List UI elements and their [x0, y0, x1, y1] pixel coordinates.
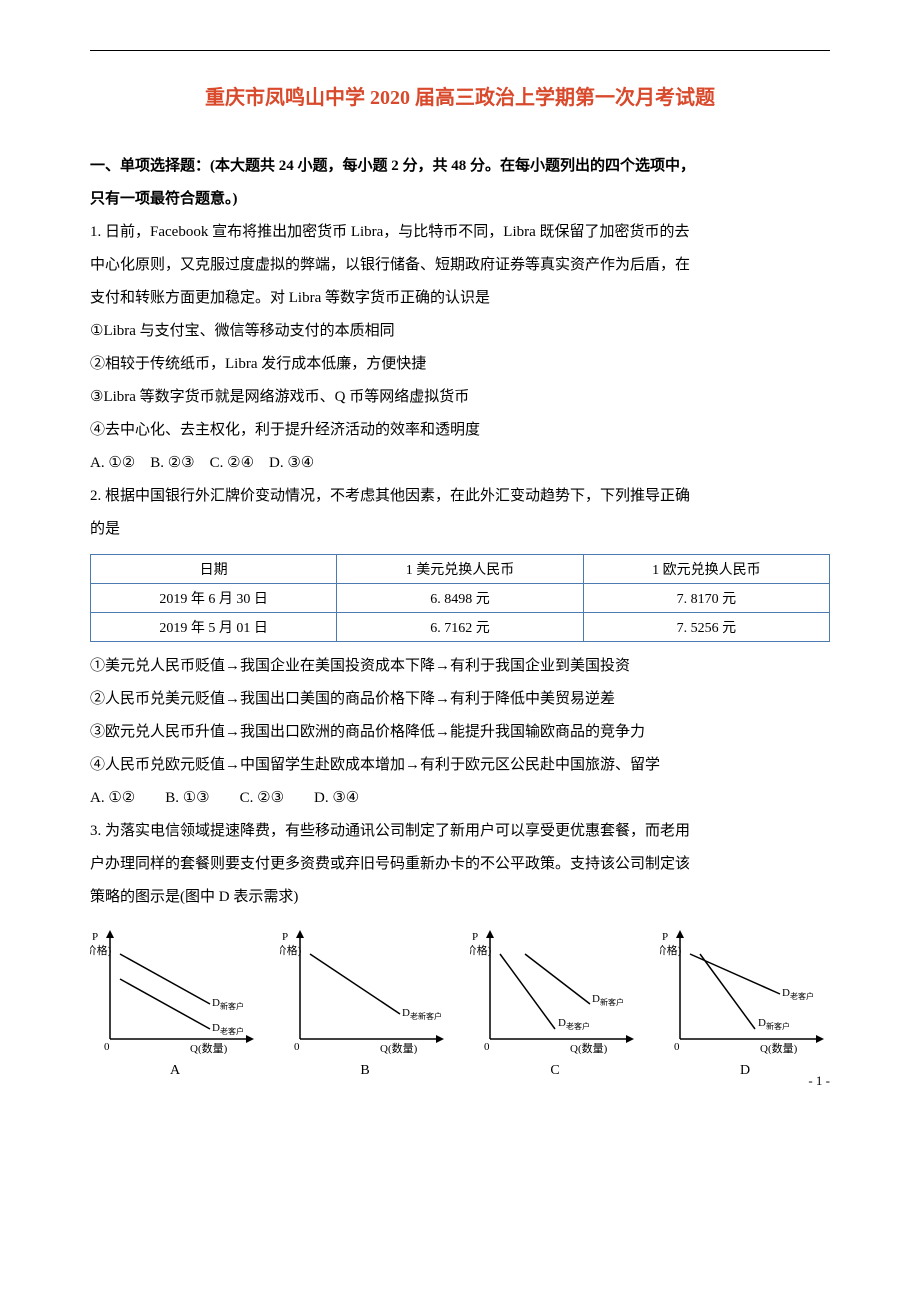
page-number: - 1 -	[808, 1073, 830, 1089]
svg-text:D: D	[212, 1022, 220, 1034]
q3-stem-line2: 户办理同样的套餐则要支付更多资费或弃旧号码重新办卡的不公平政策。支持该公司制定该	[90, 848, 830, 881]
chart-a: P (价格) 0 Q(数量) D 新客户 D 老客户 A	[90, 924, 260, 1079]
table-cell: 2019 年 5 月 01 日	[91, 613, 337, 642]
svg-text:(价格): (价格)	[280, 943, 302, 957]
table-row: 2019 年 5 月 01 日 6. 7162 元 7. 5256 元	[91, 613, 830, 642]
svg-text:P: P	[472, 931, 478, 943]
table-cell: 2019 年 6 月 30 日	[91, 584, 337, 613]
table-cell: 7. 5256 元	[583, 613, 829, 642]
svg-text:D: D	[782, 987, 790, 999]
q1-choices: A. ①② B. ②③ C. ②④ D. ③④	[90, 447, 830, 480]
q2-stem-line1: 2. 根据中国银行外汇牌价变动情况，不考虑其他因素，在此外汇变动趋势下，下列推导…	[90, 480, 830, 513]
svg-text:P: P	[92, 931, 98, 943]
svg-text:新客户: 新客户	[600, 997, 624, 1007]
table-cell: 6. 8498 元	[337, 584, 583, 613]
q3-stem-line1: 3. 为落实电信领域提速降费，有些移动通讯公司制定了新用户可以享受更优惠套餐，而…	[90, 815, 830, 848]
table-header-eur: 1 欧元兑换人民币	[583, 555, 829, 584]
svg-text:D: D	[558, 1017, 566, 1029]
chart-b: P (价格) 0 Q(数量) D 老新客户 B	[280, 924, 450, 1079]
q3-stem-line3: 策略的图示是(图中 D 表示需求)	[90, 881, 830, 914]
charts-row: P (价格) 0 Q(数量) D 新客户 D 老客户 A P (价格) 0 Q(…	[90, 924, 830, 1079]
chart-b-svg: P (价格) 0 Q(数量) D 老新客户	[280, 924, 450, 1054]
chart-a-svg: P (价格) 0 Q(数量) D 新客户 D 老客户	[90, 924, 260, 1054]
q1-option-3: ③Libra 等数字货币就是网络游戏币、Q 币等网络虚拟货币	[90, 381, 830, 414]
q2-option-3: ③欧元兑人民币升值→我国出口欧洲的商品价格降低→能提升我国输欧商品的竞争力	[90, 716, 830, 749]
svg-text:0: 0	[104, 1041, 110, 1053]
table-cell: 7. 8170 元	[583, 584, 829, 613]
top-divider	[90, 50, 830, 51]
svg-text:新客户: 新客户	[220, 1001, 244, 1011]
table-cell: 6. 7162 元	[337, 613, 583, 642]
svg-text:0: 0	[484, 1041, 490, 1053]
q1-option-4: ④去中心化、去主权化，利于提升经济活动的效率和透明度	[90, 414, 830, 447]
chart-d-caption: D	[660, 1063, 830, 1079]
svg-text:老客户: 老客户	[790, 991, 814, 1001]
table-header-date: 日期	[91, 555, 337, 584]
svg-text:老客户: 老客户	[566, 1021, 590, 1031]
q2-option-4: ④人民币兑欧元贬值→中国留学生赴欧成本增加→有利于欧元区公民赴中国旅游、留学	[90, 749, 830, 782]
chart-a-caption: A	[90, 1063, 260, 1079]
chart-c-svg: P (价格) 0 Q(数量) D 新客户 D 老客户	[470, 924, 640, 1054]
svg-text:(价格): (价格)	[660, 943, 682, 957]
table-header-usd: 1 美元兑换人民币	[337, 555, 583, 584]
table-header-row: 日期 1 美元兑换人民币 1 欧元兑换人民币	[91, 555, 830, 584]
svg-text:Q(数量): Q(数量)	[380, 1042, 418, 1054]
q2-option-2: ②人民币兑美元贬值→我国出口美国的商品价格下降→有利于降低中美贸易逆差	[90, 683, 830, 716]
svg-text:Q(数量): Q(数量)	[570, 1042, 608, 1054]
chart-c-caption: C	[470, 1063, 640, 1079]
exchange-rate-table: 日期 1 美元兑换人民币 1 欧元兑换人民币 2019 年 6 月 30 日 6…	[90, 554, 830, 642]
svg-text:新客户: 新客户	[766, 1021, 790, 1031]
svg-text:D: D	[592, 993, 600, 1005]
chart-b-caption: B	[280, 1063, 450, 1079]
q1-stem-line2: 中心化原则，又克服过度虚拟的弊端，以银行储备、短期政府证券等真实资产作为后盾，在	[90, 249, 830, 282]
q1-stem-line3: 支付和转账方面更加稳定。对 Libra 等数字货币正确的认识是	[90, 282, 830, 315]
svg-text:P: P	[282, 931, 288, 943]
svg-text:0: 0	[674, 1041, 680, 1053]
svg-text:D: D	[758, 1017, 766, 1029]
svg-text:D: D	[212, 997, 220, 1009]
section-heading-line2: 只有一项最符合题意。)	[90, 183, 830, 216]
chart-d: P (价格) 0 Q(数量) D 老客户 D 新客户 D	[660, 924, 830, 1079]
svg-text:Q(数量): Q(数量)	[760, 1042, 798, 1054]
svg-text:P: P	[662, 931, 668, 943]
table-row: 2019 年 6 月 30 日 6. 8498 元 7. 8170 元	[91, 584, 830, 613]
svg-text:(价格): (价格)	[470, 943, 492, 957]
q1-option-2: ②相较于传统纸币，Libra 发行成本低廉，方便快捷	[90, 348, 830, 381]
section-heading-line1: 一、单项选择题：(本大题共 24 小题，每小题 2 分，共 48 分。在每小题列…	[90, 150, 830, 183]
svg-text:D: D	[402, 1007, 410, 1019]
chart-d-svg: P (价格) 0 Q(数量) D 老客户 D 新客户	[660, 924, 830, 1054]
q2-stem-line2: 的是	[90, 513, 830, 546]
svg-text:0: 0	[294, 1041, 300, 1053]
svg-text:(价格): (价格)	[90, 943, 112, 957]
q2-option-1: ①美元兑人民币贬值→我国企业在美国投资成本下降→有利于我国企业到美国投资	[90, 650, 830, 683]
svg-text:老新客户: 老新客户	[410, 1011, 442, 1021]
svg-text:Q(数量): Q(数量)	[190, 1042, 228, 1054]
chart-c: P (价格) 0 Q(数量) D 新客户 D 老客户 C	[470, 924, 640, 1079]
svg-text:老客户: 老客户	[220, 1026, 244, 1036]
page-title: 重庆市凤鸣山中学 2020 届高三政治上学期第一次月考试题	[90, 81, 830, 110]
q1-stem-line1: 1. 日前，Facebook 宣布将推出加密货币 Libra，与比特币不同，Li…	[90, 216, 830, 249]
q2-choices: A. ①② B. ①③ C. ②③ D. ③④	[90, 782, 830, 815]
q1-option-1: ①Libra 与支付宝、微信等移动支付的本质相同	[90, 315, 830, 348]
